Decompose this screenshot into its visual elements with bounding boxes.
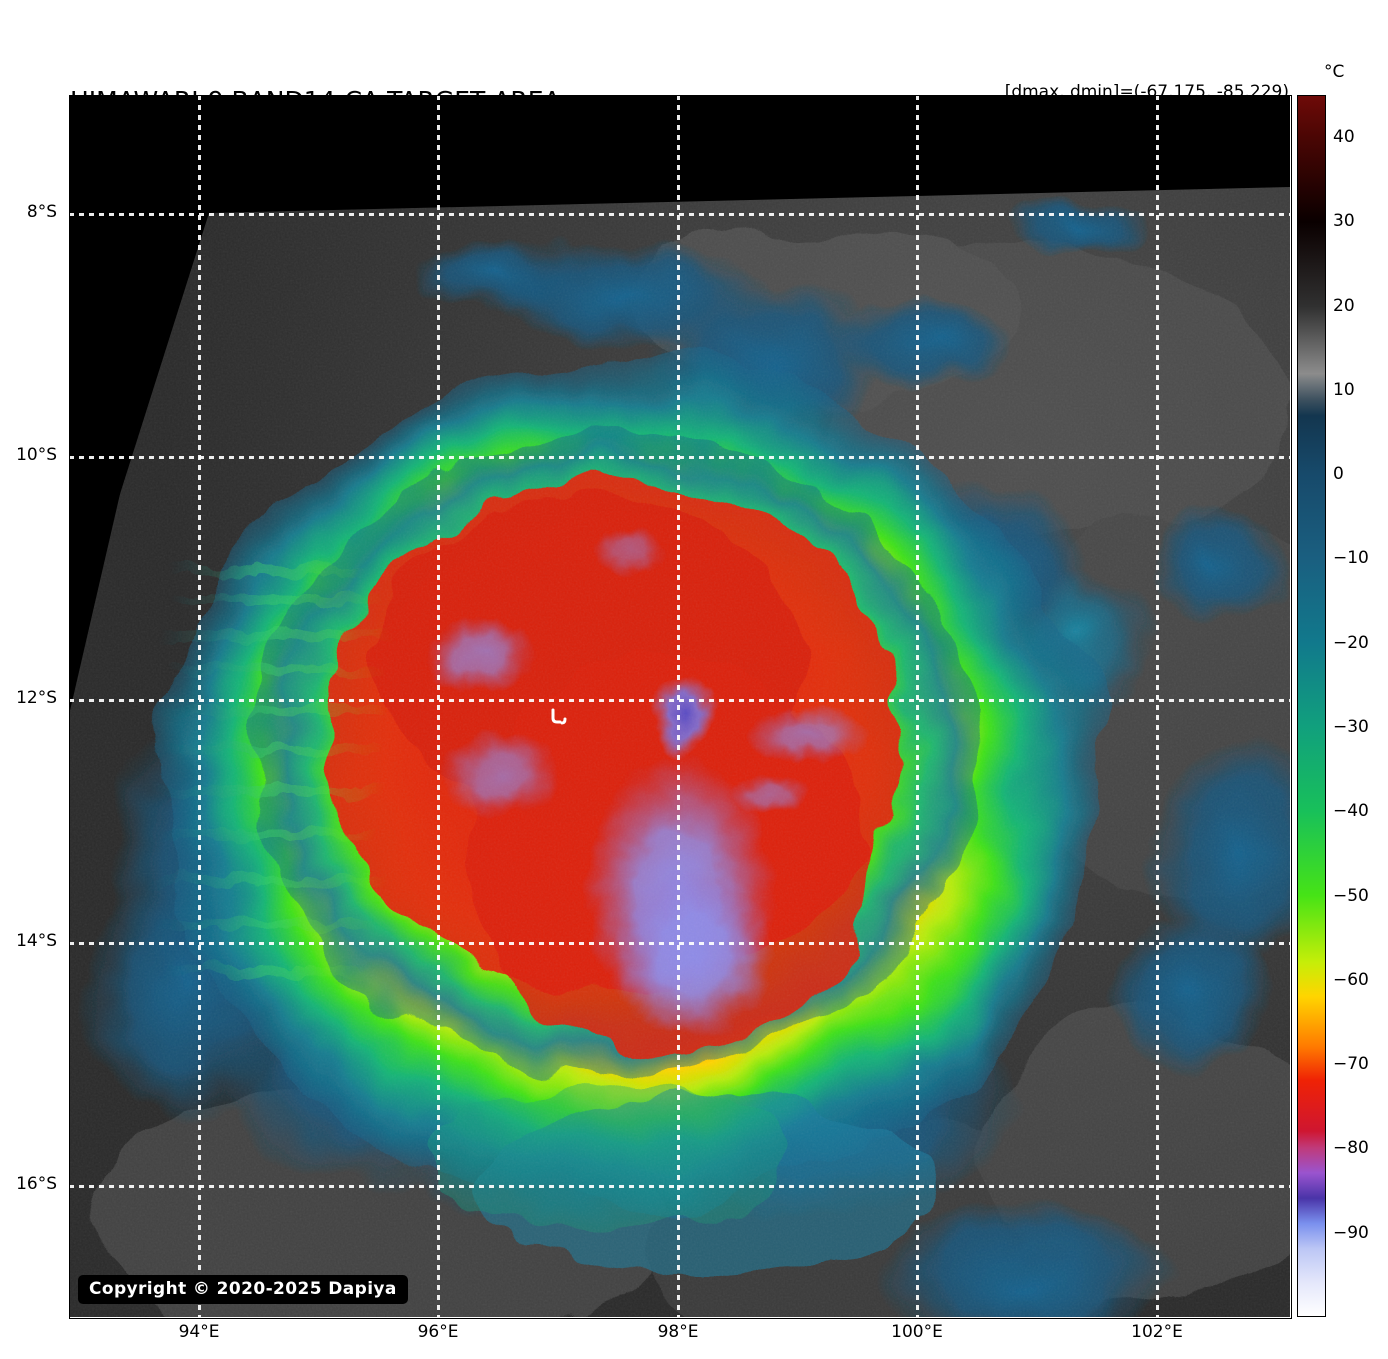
cbtick-m10: −10	[1333, 548, 1369, 568]
cbtick-m50: −50	[1333, 886, 1369, 906]
cbtick-20: 20	[1333, 296, 1355, 316]
cbtick-10: 10	[1333, 380, 1355, 400]
gridline-lat-8s	[69, 213, 1290, 216]
xtick-96e: 96°E	[417, 1322, 459, 1342]
cbtick-m80: −80	[1333, 1138, 1369, 1158]
cbtick-m90: −90	[1333, 1223, 1369, 1243]
cbtick-40: 40	[1333, 127, 1355, 147]
gridline-lon-100	[916, 95, 919, 1317]
xtick-100e: 100°E	[891, 1322, 943, 1342]
cbtick-m20: −20	[1333, 633, 1369, 653]
xtick-94e: 94°E	[178, 1322, 220, 1342]
cbtick-0: 0	[1333, 464, 1344, 484]
cbtick-m60: −60	[1333, 970, 1369, 990]
cbtick-m30: −30	[1333, 717, 1369, 737]
ytick-10s-label: 10°S	[16, 445, 57, 465]
colorbar-gradient	[1298, 96, 1325, 1316]
gridline-lat-14s	[69, 942, 1290, 945]
ytick-16s-label: 16°S	[16, 1174, 57, 1194]
gridline-lat-10s	[69, 456, 1290, 459]
storm-center-marker-icon	[551, 708, 567, 725]
gridline-lat-16s	[69, 1185, 1290, 1188]
ytick-12s-label: 12°S	[16, 688, 57, 708]
cbtick-m40: −40	[1333, 801, 1369, 821]
gridline-lon-96	[437, 95, 440, 1317]
xtick-98e: 98°E	[657, 1322, 699, 1342]
gridline-lat-12s	[69, 699, 1290, 702]
temperature-colorbar[interactable]	[1297, 95, 1326, 1317]
copyright-watermark: Copyright © 2020-2025 Dapiya	[78, 1275, 408, 1304]
colorbar-unit-label: °C	[1324, 62, 1345, 82]
gridline-lon-94	[198, 95, 201, 1317]
cbtick-m70: −70	[1333, 1054, 1369, 1074]
xtick-102e: 102°E	[1131, 1322, 1183, 1342]
ytick-8s-label: 8°S	[26, 202, 57, 222]
satellite-image-plot[interactable]: Copyright © 2020-2025 Dapiya	[69, 95, 1290, 1317]
ytick-14s-label: 14°S	[16, 931, 57, 951]
cbtick-30: 30	[1333, 211, 1355, 231]
gridline-lon-102	[1156, 95, 1159, 1317]
gridline-lon-98	[677, 95, 680, 1317]
